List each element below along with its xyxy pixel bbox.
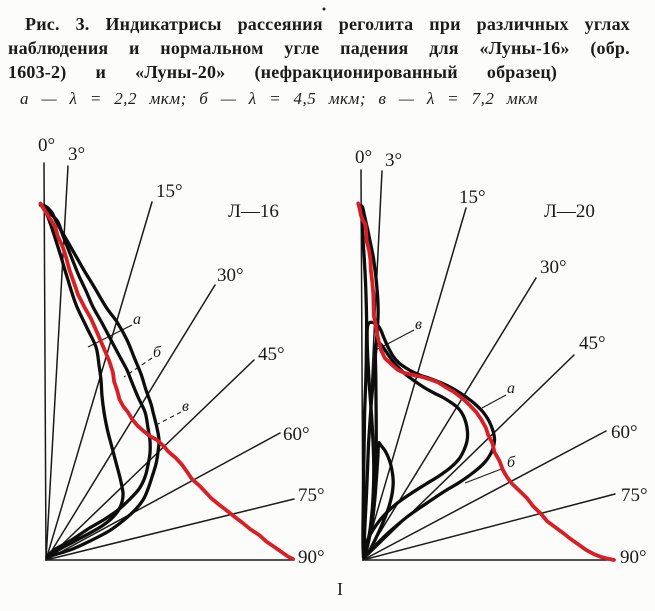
svg-text:б: б xyxy=(507,454,516,471)
svg-text:75°: 75° xyxy=(621,485,648,506)
svg-text:75°: 75° xyxy=(298,485,325,506)
svg-text:3°: 3° xyxy=(68,144,85,165)
svg-text:45°: 45° xyxy=(258,344,285,365)
svg-text:3°: 3° xyxy=(385,150,402,171)
svg-text:60°: 60° xyxy=(283,424,310,445)
svg-text:45°: 45° xyxy=(579,333,606,354)
svg-text:I: I xyxy=(337,579,343,599)
svg-text:в: в xyxy=(415,316,422,333)
svg-text:а: а xyxy=(507,380,515,397)
svg-text:30°: 30° xyxy=(217,265,244,286)
svg-text:Л—16: Л—16 xyxy=(228,201,279,222)
svg-text:а: а xyxy=(133,311,141,328)
svg-text:60°: 60° xyxy=(611,422,638,443)
svg-text:30°: 30° xyxy=(540,257,567,278)
svg-text:0°: 0° xyxy=(355,147,372,168)
svg-text:б: б xyxy=(153,344,162,361)
svg-text:в: в xyxy=(182,398,189,415)
svg-text:0°: 0° xyxy=(38,135,55,156)
svg-text:15°: 15° xyxy=(459,187,486,208)
svg-text:15°: 15° xyxy=(156,181,183,202)
svg-text:90°: 90° xyxy=(298,547,325,568)
svg-text:Л—20: Л—20 xyxy=(544,201,595,222)
svg-text:90°: 90° xyxy=(620,547,647,568)
